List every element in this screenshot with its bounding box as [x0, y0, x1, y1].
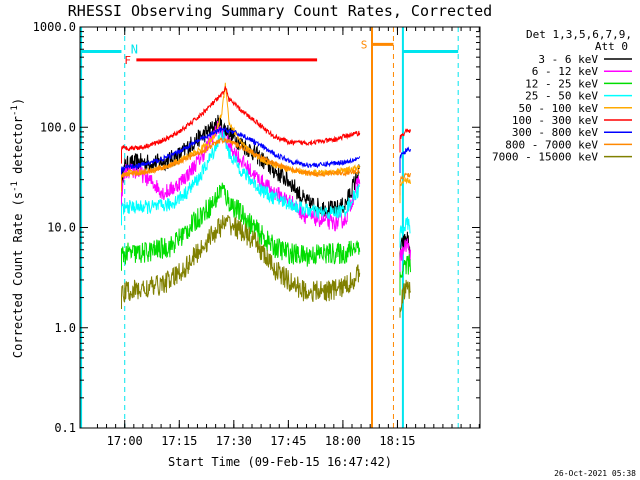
legend-label: 25 - 50 keV	[525, 90, 598, 103]
y-label-sup1: -1	[10, 181, 20, 192]
series-trace-pre-saa	[121, 214, 361, 309]
legend-label: 100 - 300 keV	[512, 114, 598, 127]
y-label-end: )	[11, 98, 25, 105]
series-trace-pre-saa	[121, 120, 361, 232]
flare-label: F	[124, 54, 131, 67]
legend-label: 6 - 12 keV	[532, 65, 599, 78]
y-axis: 1000.0 100.0 10.0 1.0 0.1	[33, 20, 480, 435]
x-tick-label: 18:00	[325, 434, 361, 448]
y-tick-label: 1.0	[54, 321, 76, 335]
legend-label: 300 - 800 keV	[512, 126, 598, 139]
legend-label: 800 - 7000 keV	[505, 138, 598, 151]
series-3	[121, 127, 411, 248]
series-6	[121, 126, 411, 185]
x-axis-label: Start Time (09-Feb-15 16:47:42)	[168, 455, 392, 469]
y-tick-label: 1000.0	[33, 20, 76, 34]
legend-label: 7000 - 15000 keV	[492, 151, 598, 164]
y-label-main: Corrected Count Rate (s	[11, 192, 25, 358]
legend-header-detectors: Det 1,3,5,6,7,9,	[526, 28, 632, 41]
y-tick-label: 0.1	[54, 421, 76, 435]
y-axis-label: Corrected Count Rate (s-1 detector-1)	[10, 98, 25, 358]
series-5	[121, 86, 411, 164]
legend-label: 3 - 6 keV	[538, 53, 598, 66]
series-layer	[121, 82, 411, 318]
night-label: N	[131, 42, 138, 56]
legend-label: 50 - 100 keV	[519, 102, 599, 115]
saa-label: S	[361, 38, 368, 51]
series-7	[121, 136, 411, 196]
y-tick-label: 100.0	[40, 120, 76, 134]
series-trace-post-saa	[399, 279, 411, 318]
series-trace-post-saa	[399, 254, 411, 296]
chart-title: RHESSI Observing Summary Count Rates, Co…	[68, 2, 492, 20]
x-tick-label: 17:00	[107, 434, 143, 448]
series-trace-pre-saa	[121, 127, 361, 226]
series-trace-post-saa	[399, 172, 411, 196]
plot-frame	[79, 26, 481, 429]
x-axis: 17:00 17:15 17:30 17:45 18:00 18:15	[96, 27, 480, 448]
legend-header-attenuator: Att 0	[595, 40, 628, 53]
series-2	[121, 182, 411, 296]
timestamp: 26-Oct-2021 05:38	[554, 469, 636, 478]
series-trace-pre-saa	[121, 136, 361, 191]
series-trace-pre-saa	[121, 86, 361, 164]
series-trace-post-saa	[399, 216, 411, 248]
y-label-tail: detector	[11, 116, 25, 181]
x-tick-label: 17:45	[270, 434, 306, 448]
series-trace-post-saa	[399, 128, 411, 153]
y-tick-label: 10.0	[47, 221, 76, 235]
series-trace-pre-saa	[121, 126, 361, 185]
series-trace-post-saa	[399, 146, 411, 173]
series-trace-pre-saa	[121, 182, 361, 271]
series-trace-post-saa	[399, 177, 411, 204]
series-trace-pre-saa	[121, 114, 361, 218]
y-label-sup2: -1	[10, 105, 20, 116]
x-tick-label: 17:15	[161, 434, 197, 448]
legend-label: 12 - 25 keV	[525, 77, 598, 90]
x-tick-label: 18:15	[379, 434, 415, 448]
series-8	[121, 214, 411, 318]
series-trace-post-saa	[399, 238, 411, 274]
x-tick-label: 17:30	[216, 434, 252, 448]
series-1	[121, 120, 411, 274]
